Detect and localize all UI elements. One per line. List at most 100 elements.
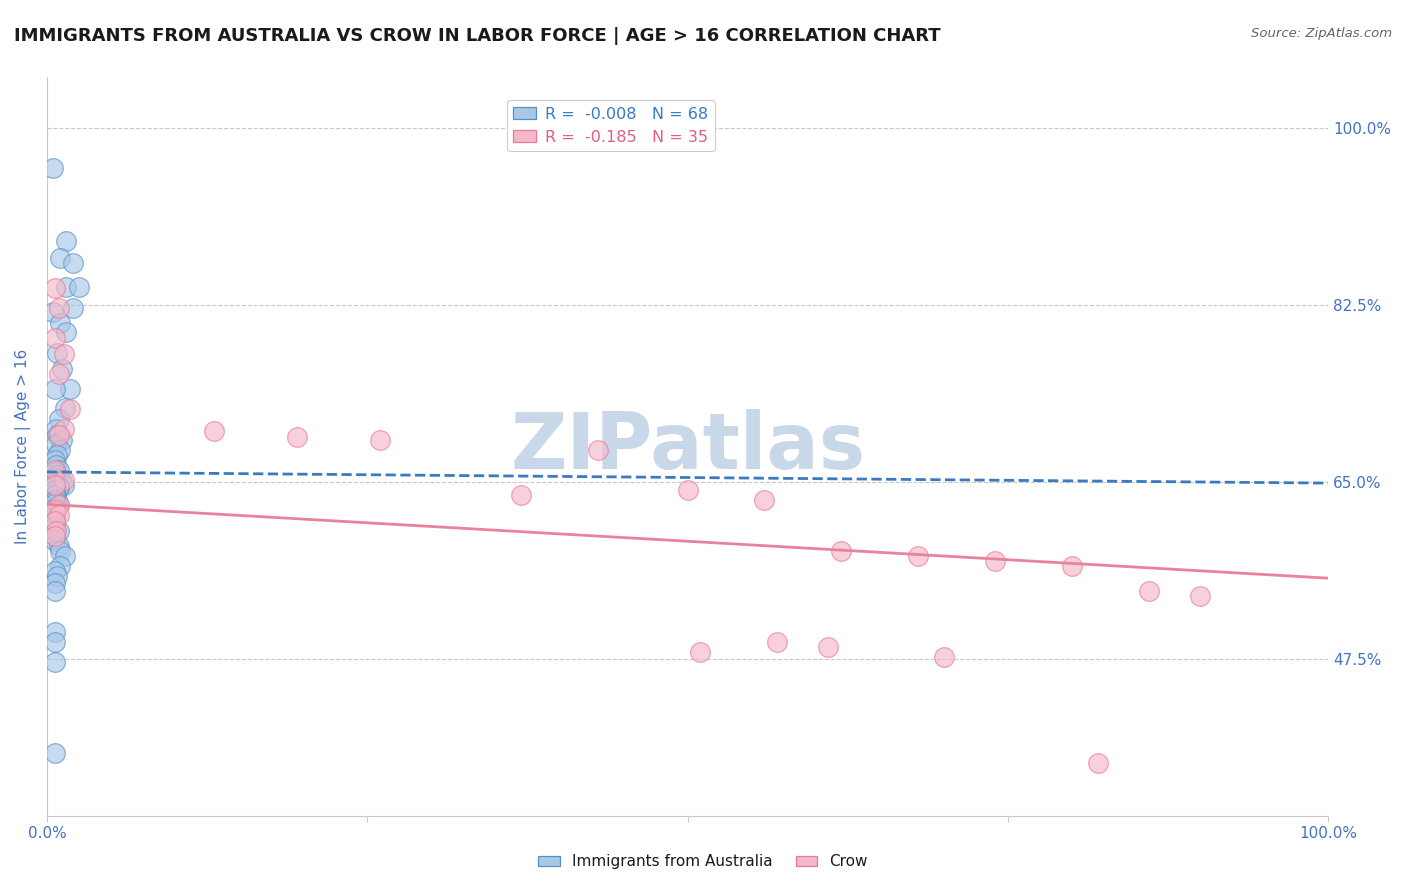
Point (907, 549, 929, 563)
Point (932, 650, 955, 665)
Point (48, 367, 70, 381)
Point (49, 559, 72, 574)
Point (44, 746, 66, 760)
Point (48, 427, 70, 442)
Point (67, 280, 90, 294)
Point (48, 539, 70, 553)
Point (49, 251, 72, 265)
Point (817, 640, 839, 654)
Point (48, 499, 70, 513)
Point (45, 488, 67, 502)
Point (46, 427, 69, 442)
Point (285, 429, 308, 443)
Point (59, 402, 82, 417)
Point (44, 471, 66, 485)
Point (44, 491, 66, 506)
Point (44, 501, 66, 516)
Point (48, 412, 70, 426)
Point (44, 475, 66, 489)
Point (830, 544, 852, 558)
Point (44, 503, 66, 517)
Point (49, 473, 72, 487)
Point (49, 544, 72, 558)
Legend: R =  -0.008   N = 68, R =  -0.185   N = 35: R = -0.008 N = 68, R = -0.185 N = 35 (506, 100, 714, 151)
Point (44, 624, 66, 639)
Point (44, 452, 66, 467)
Point (44, 483, 66, 498)
Point (44, 478, 66, 492)
Point (45, 436, 67, 450)
Point (44, 503, 66, 517)
Point (44, 501, 66, 516)
Y-axis label: In Labor Force | Age > 16: In Labor Force | Age > 16 (15, 349, 31, 544)
Text: Source: ZipAtlas.com: Source: ZipAtlas.com (1251, 27, 1392, 40)
Point (52, 478, 75, 492)
Point (52, 473, 75, 487)
Point (1189, 590, 1212, 604)
Point (48, 499, 70, 513)
Point (44, 505, 66, 519)
Point (55, 326, 77, 340)
Point (46, 569, 69, 583)
Point (45, 468, 67, 483)
Point (52, 422, 75, 436)
Point (1060, 559, 1083, 574)
Point (44, 331, 66, 345)
Point (44, 496, 66, 510)
Point (44, 533, 66, 548)
Point (44, 281, 66, 295)
Point (44, 495, 66, 509)
Point (59, 382, 82, 396)
Point (44, 465, 66, 479)
Point (48, 480, 70, 494)
Point (44, 382, 66, 396)
Point (510, 488, 533, 502)
Point (48, 301, 70, 315)
Point (53, 549, 76, 563)
Point (55, 235, 77, 249)
Text: ZIPatlas: ZIPatlas (510, 409, 865, 484)
Point (984, 554, 1007, 568)
Point (46, 448, 69, 462)
Text: IMMIGRANTS FROM AUSTRALIA VS CROW IN LABOR FORCE | AGE > 16 CORRELATION CHART: IMMIGRANTS FROM AUSTRALIA VS CROW IN LAB… (14, 27, 941, 45)
Point (44, 576, 66, 591)
Point (44, 463, 66, 477)
Point (44, 493, 66, 508)
Point (45, 458, 67, 472)
Point (44, 514, 66, 528)
Point (44, 483, 66, 498)
Point (62, 301, 84, 315)
Point (766, 635, 789, 649)
Point (44, 485, 66, 500)
Point (42, 161, 65, 176)
Point (44, 584, 66, 599)
Point (689, 645, 711, 659)
Point (1137, 584, 1160, 599)
Point (44, 478, 66, 492)
Point (52, 346, 75, 360)
Point (42, 305, 65, 319)
Point (1087, 756, 1109, 771)
Point (46, 345, 69, 359)
Point (48, 524, 70, 538)
Legend: Immigrants from Australia, Crow: Immigrants from Australia, Crow (533, 848, 873, 875)
Point (44, 564, 66, 578)
Point (51, 433, 73, 447)
Point (754, 493, 776, 508)
Point (44, 518, 66, 533)
Point (586, 442, 609, 457)
Point (48, 463, 70, 477)
Point (44, 488, 66, 502)
Point (45, 422, 67, 436)
Point (202, 425, 225, 439)
Point (49, 442, 72, 457)
Point (44, 475, 66, 489)
Point (45, 524, 67, 538)
Point (48, 480, 70, 494)
Point (676, 483, 699, 498)
Point (55, 280, 77, 294)
Point (48, 508, 70, 523)
Point (44, 514, 66, 528)
Point (44, 508, 66, 523)
Point (44, 529, 66, 543)
